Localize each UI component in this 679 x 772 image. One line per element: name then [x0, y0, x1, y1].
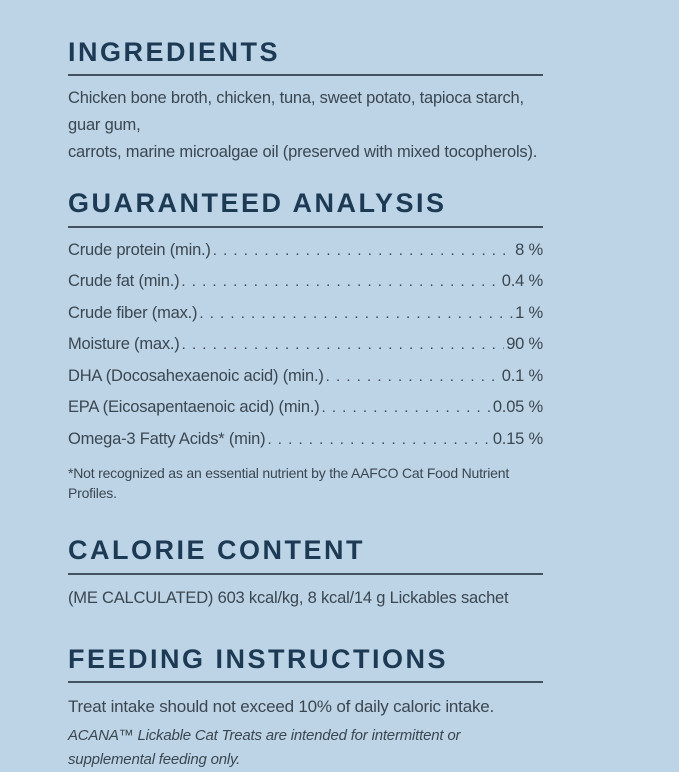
dot-leader [213, 235, 513, 267]
analysis-row: DHA (Docosahexaenoic acid) (min.) 0.1 % [68, 361, 543, 393]
feeding-instructions-text: Treat intake should not exceed 10% of da… [68, 696, 495, 716]
feeding-instructions-title: FEEDING INSTRUCTIONS [68, 643, 449, 674]
analysis-row-label: Omega-3 Fatty Acids* (min) [68, 429, 266, 448]
analysis-row: Omega-3 Fatty Acids* (min) 0.15 % [68, 424, 543, 456]
guaranteed-analysis-divider [68, 225, 543, 228]
dot-leader [322, 392, 491, 424]
product-label: INGREDIENTS Chicken bone broth, chicken,… [0, 0, 543, 772]
analysis-row-label: EPA (Eicosapentaenoic acid) (min.) [68, 398, 320, 417]
analysis-footnote: *Not recognized as an essential nutrient… [68, 465, 510, 502]
dot-leader [267, 424, 490, 456]
ingredients-title: INGREDIENTS [68, 37, 281, 67]
calorie-content-text: (ME CALCULATED) 603 kcal/kg, 8 kcal/14 g… [68, 588, 509, 607]
calorie-content-section: CALORIE CONTENT (ME CALCULATED) 603 kcal… [68, 536, 543, 611]
feeding-instructions-note: ACANA™ Lickable Cat Treats are intended … [68, 726, 461, 768]
dot-leader [199, 298, 513, 330]
feeding-instructions-section: FEEDING INSTRUCTIONS Treat intake should… [68, 643, 543, 772]
analysis-row-label: Crude fat (min.) [68, 272, 180, 291]
analysis-row-value: 0.4 % [501, 272, 543, 291]
dot-leader [326, 361, 500, 393]
analysis-row: Crude protein (min.) 8 % [68, 235, 543, 267]
calorie-content-divider [68, 572, 543, 575]
analysis-row-value: 0.15 % [492, 429, 543, 448]
analysis-row-label: Crude protein (min.) [68, 240, 211, 259]
analysis-row-value: 0.05 % [492, 398, 543, 417]
analysis-row: Moisture (max.) 90 % [68, 329, 543, 361]
dot-leader [182, 329, 505, 361]
analysis-row-value: 90 % [506, 335, 543, 354]
analysis-row-value: 8 % [515, 240, 543, 259]
analysis-row-label: DHA (Docosahexaenoic acid) (min.) [68, 366, 324, 385]
analysis-row-value: 0.1 % [501, 366, 543, 385]
analysis-row: Crude fiber (max.) 1 % [68, 298, 543, 330]
analysis-row: EPA (Eicosapentaenoic acid) (min.) 0.05 … [68, 392, 543, 424]
calorie-content-title: CALORIE CONTENT [68, 535, 365, 566]
feeding-instructions-divider [68, 680, 543, 683]
ingredients-line-1: Chicken bone broth, chicken, tuna, sweet… [68, 89, 524, 135]
guaranteed-analysis-section: GUARANTEED ANALYSIS Crude protein (min.)… [68, 189, 543, 503]
dot-leader [181, 266, 499, 298]
ingredients-section: INGREDIENTS Chicken bone broth, chicken,… [68, 38, 543, 166]
analysis-row: Crude fat (min.) 0.4 % [68, 266, 543, 298]
guaranteed-analysis-table: Crude protein (min.) 8 % Crude fat (min.… [68, 235, 543, 456]
ingredients-divider [68, 74, 543, 77]
analysis-row-label: Moisture (max.) [68, 335, 180, 354]
analysis-row-label: Crude fiber (max.) [68, 303, 198, 322]
ingredients-line-2: carrots, marine microalgae oil (preserve… [68, 143, 538, 162]
ingredients-text: Chicken bone broth, chicken, tuna, sweet… [68, 85, 543, 166]
guaranteed-analysis-title: GUARANTEED ANALYSIS [68, 188, 447, 219]
analysis-row-value: 1 % [515, 303, 543, 322]
